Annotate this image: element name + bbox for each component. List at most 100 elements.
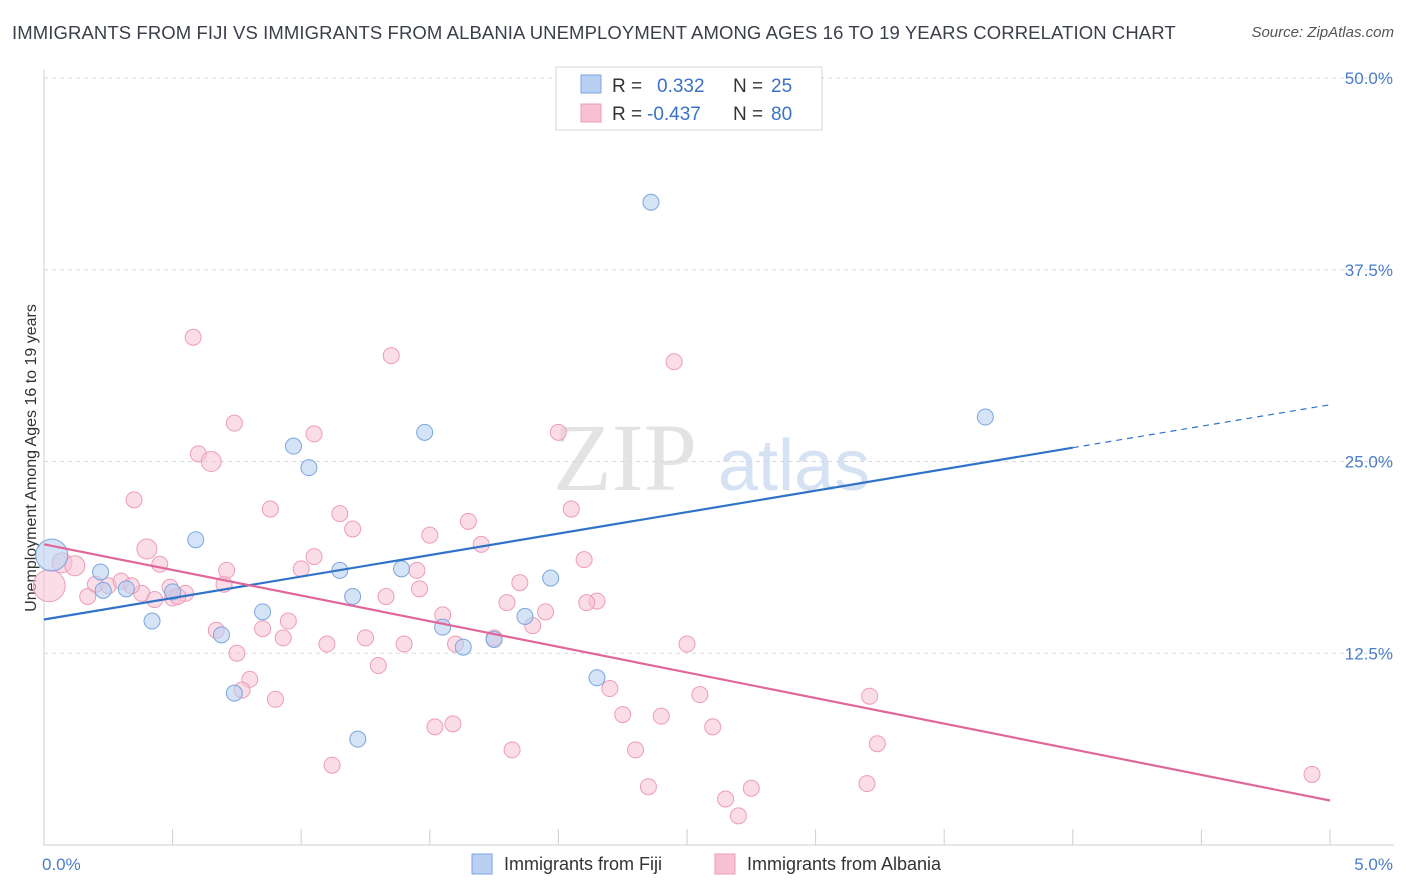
albania-points (32, 328, 1321, 825)
albania-point-55 (729, 807, 747, 825)
albania-point-35 (472, 535, 490, 553)
albania-point-37 (498, 594, 516, 612)
albania-point-76 (578, 594, 596, 612)
albania-point-3 (79, 587, 97, 605)
albania-point-21 (292, 560, 310, 578)
albania-point-51 (678, 635, 696, 653)
albania-point-56 (742, 779, 760, 797)
albania-point-34 (459, 512, 477, 530)
fiji-point-1 (92, 563, 110, 581)
legend-fiji-r-label: R = (612, 76, 642, 97)
axes (43, 70, 1394, 846)
albania-point-40 (537, 603, 555, 621)
albania-point-50 (665, 353, 683, 371)
albania-point-41 (549, 423, 567, 441)
albania-point-18 (254, 620, 272, 638)
albania-point-69 (411, 580, 429, 598)
fiji-point-20 (588, 669, 606, 687)
fiji-trend-line (43, 446, 1073, 621)
fiji-point-22 (349, 730, 367, 748)
series-legend-swatch-albania (714, 853, 736, 875)
fiji-point-12 (344, 587, 362, 605)
albania-point-29 (395, 635, 413, 653)
albania-point-46 (614, 706, 632, 724)
legend-fiji-n-value: 25 (771, 76, 792, 97)
x-tick-label-1: 5.0% (1354, 855, 1393, 874)
watermark: ZIP atlas (553, 404, 870, 511)
fiji-point-19 (542, 569, 560, 587)
albania-point-67 (323, 756, 341, 774)
albania-point-23 (318, 635, 336, 653)
x-tick-labels: 0.0% 5.0% (42, 855, 1393, 874)
albania-point-19 (266, 690, 284, 708)
albania-point-53 (704, 718, 722, 736)
albania-point-9 (136, 538, 158, 560)
x-ticks (43, 829, 1331, 845)
fiji-point-13 (393, 560, 411, 578)
fiji-point-5 (187, 531, 205, 549)
albania-point-79 (1303, 765, 1321, 783)
albania-point-74 (868, 735, 886, 753)
series-legend-albania: Immigrants from Albania (747, 854, 942, 874)
albania-point-54 (717, 790, 735, 808)
fiji-point-3 (143, 612, 161, 630)
albania-point-65 (261, 500, 279, 518)
watermark-zip: ZIP (553, 404, 697, 511)
albania-point-49 (652, 707, 670, 725)
correlation-legend: R = 0.332 N = 25 R = -0.437 N = 80 (555, 66, 823, 131)
albania-point-30 (408, 561, 426, 579)
chart-title: IMMIGRANTS FROM FIJI VS IMMIGRANTS FROM … (12, 22, 1176, 43)
legend-swatch-fiji (580, 74, 602, 94)
legend-fiji-n-label: N = (733, 76, 763, 97)
albania-point-45 (601, 680, 619, 698)
trend-lines (43, 404, 1331, 802)
fiji-point-23 (976, 408, 994, 426)
fiji-point-10 (300, 459, 318, 477)
grid-lines (44, 77, 1394, 654)
y-tick-label-1: 25.0% (1345, 453, 1393, 472)
series-legend: Immigrants from Fiji Immigrants from Alb… (471, 853, 942, 875)
albania-point-10 (151, 555, 169, 573)
albania-point-26 (357, 629, 374, 647)
watermark-atlas: atlas (718, 426, 870, 506)
x-tick-label-0: 0.0% (42, 855, 81, 874)
albania-point-7 (125, 491, 143, 509)
albania-point-24 (331, 505, 349, 523)
fiji-point-4 (164, 583, 182, 601)
albania-point-66 (274, 629, 292, 647)
fiji-point-7 (225, 684, 243, 702)
fiji-point-2 (117, 580, 135, 598)
albania-point-31 (421, 526, 439, 544)
fiji-points (35, 193, 994, 748)
albania-point-27 (369, 657, 387, 675)
series-legend-fiji: Immigrants from Fiji (504, 854, 662, 874)
albania-point-0 (32, 569, 66, 603)
albania-point-71 (444, 715, 462, 733)
legend-albania-r-label: R = (612, 104, 642, 125)
albania-point-14 (200, 451, 222, 472)
albania-point-59 (305, 425, 323, 443)
legend-swatch-albania (580, 103, 602, 123)
source-credit: Source: ZipAtlas.com (1251, 24, 1394, 41)
fiji-point-0 (35, 538, 69, 572)
albania-point-43 (575, 551, 593, 569)
legend-albania-n-label: N = (733, 104, 763, 125)
fiji-point-8 (254, 603, 272, 621)
albania-point-52 (691, 686, 709, 704)
y-tick-label-2: 37.5% (1345, 261, 1393, 280)
fiji-point-6 (212, 626, 230, 644)
albania-point-42 (562, 500, 580, 518)
albania-point-73 (861, 687, 879, 705)
albania-point-28 (382, 347, 400, 365)
y-tick-label-0: 12.5% (1345, 644, 1393, 663)
fiji-point-18 (516, 607, 534, 625)
albania-point-48 (639, 778, 657, 796)
albania-point-2 (64, 555, 86, 577)
albania-point-22 (305, 548, 323, 566)
albania-point-63 (218, 561, 236, 579)
albania-point-57 (184, 328, 202, 346)
y-tick-label-3: 50.0% (1345, 69, 1393, 88)
fiji-point-14 (416, 423, 434, 441)
albania-point-58 (225, 414, 243, 432)
